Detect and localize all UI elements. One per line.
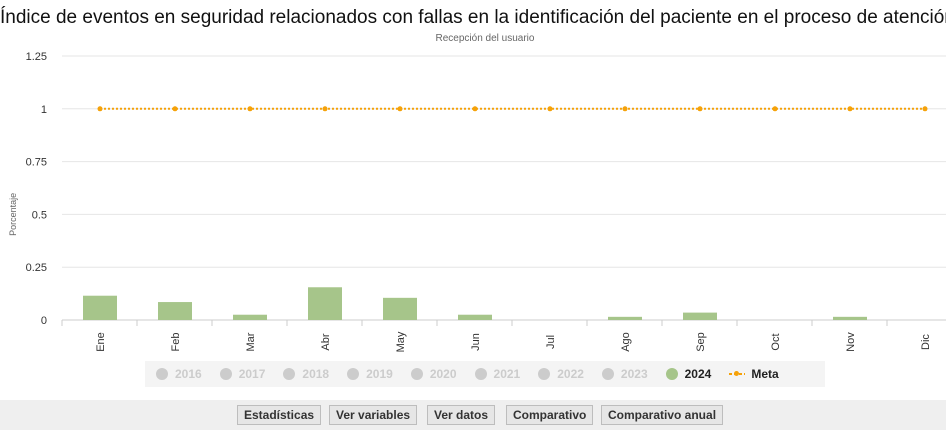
legend-line-marker — [729, 371, 746, 376]
bar-chart: 0 0.25 0.5 0.75 1 1.25 Porcentaje Ene Feb Mar Abr M… — [8, 51, 946, 352]
comparativo-anual-button[interactable]: Comparativo anual — [601, 405, 724, 425]
legend-label: 2024 — [684, 367, 712, 381]
legend-label: 2021 — [493, 367, 521, 381]
x-tick-label: Ene — [95, 332, 107, 352]
y-tick-label: 0 — [41, 315, 47, 327]
bar — [608, 316, 642, 320]
meta-point — [547, 106, 553, 112]
ver-variables-button[interactable]: Ver variables — [329, 405, 418, 425]
x-tick-label: Abr — [320, 333, 332, 350]
legend-dot-marker — [665, 368, 678, 380]
bar — [833, 316, 867, 320]
meta-point — [247, 106, 253, 112]
meta-point — [97, 106, 103, 112]
legend-dot-marker — [538, 368, 551, 380]
x-tick-label: Nov — [845, 332, 857, 352]
meta-point — [322, 106, 328, 112]
legend-item[interactable]: 2018 — [283, 367, 329, 381]
x-tick-label: Feb — [170, 333, 182, 352]
legend-item[interactable]: 2016 — [156, 367, 202, 381]
bar — [83, 295, 117, 320]
bar — [233, 314, 267, 320]
legend-label: 2022 — [557, 367, 584, 381]
chart-title: Índice de eventos en seguridad relaciona… — [0, 7, 946, 28]
menu-icon[interactable]: ⋮ — [940, 12, 946, 28]
legend-dot-marker — [410, 368, 423, 380]
legend-label: 2017 — [238, 367, 266, 381]
x-tick-label: Mar — [245, 332, 257, 351]
y-tick-label: 0.75 — [26, 157, 47, 169]
legend-label: 2023 — [620, 367, 648, 381]
legend-dot-marker — [347, 368, 360, 380]
legend-item[interactable]: 2020 — [410, 367, 457, 381]
chart-legend: 2016 2017 2018 2019 2020 2021 2022 2023 2024 Meta — [145, 361, 825, 387]
meta-point — [472, 106, 478, 112]
meta-point — [622, 106, 628, 112]
bar — [308, 287, 342, 320]
ver-datos-button[interactable]: Ver datos — [427, 405, 496, 425]
legend-label: 2018 — [302, 367, 330, 381]
x-tick-label: Sep — [695, 332, 707, 352]
x-tick-label: Ago — [620, 332, 632, 352]
meta-point — [922, 106, 928, 112]
legend-dot-marker — [219, 368, 232, 380]
meta-point — [847, 106, 853, 112]
comparativo-button[interactable]: Comparativo — [506, 405, 594, 425]
meta-point — [397, 106, 403, 112]
legend-item[interactable]: 2022 — [538, 367, 584, 381]
x-tick-label: Oct — [770, 333, 782, 350]
y-tick-label: 0.5 — [32, 209, 47, 221]
legend-item[interactable]: 2017 — [219, 367, 266, 381]
x-tick-label: Jun — [470, 333, 482, 351]
y-tick-label: 0.25 — [26, 262, 47, 274]
legend-label: 2019 — [366, 367, 393, 381]
legend-item[interactable]: 2023 — [601, 367, 648, 381]
legend-dot-marker — [601, 368, 614, 380]
legend-item[interactable]: 2024 — [665, 367, 712, 381]
x-tick-label: May — [395, 331, 407, 352]
legend-item[interactable]: Meta — [729, 367, 779, 381]
y-tick-label: 1 — [41, 104, 47, 116]
legend-item[interactable]: 2021 — [474, 367, 521, 381]
y-tick-label: 1.25 — [26, 51, 47, 63]
meta-point — [772, 106, 778, 112]
bar — [158, 302, 192, 320]
bar — [383, 297, 417, 320]
legend-dot-marker — [474, 368, 487, 380]
bar — [458, 314, 492, 320]
meta-point — [172, 106, 178, 112]
y-axis-label: Porcentaje — [8, 193, 18, 236]
bar — [683, 312, 717, 320]
legend-dot-marker — [156, 368, 168, 380]
legend-item[interactable]: 2019 — [347, 367, 393, 381]
estadisticas-button[interactable]: Estadísticas — [237, 405, 322, 425]
chart-subtitle: Recepción del usuario — [435, 33, 535, 44]
x-tick-label: Dic — [920, 334, 932, 350]
meta-point — [697, 106, 703, 112]
legend-label: 2016 — [175, 367, 202, 381]
legend-label: Meta — [751, 367, 779, 381]
toolbar: Estadísticas Ver variables Ver datos Com… — [0, 400, 946, 430]
legend-dot-marker — [283, 368, 296, 380]
x-tick-label: Jul — [545, 335, 557, 349]
legend-label: 2020 — [429, 367, 457, 381]
